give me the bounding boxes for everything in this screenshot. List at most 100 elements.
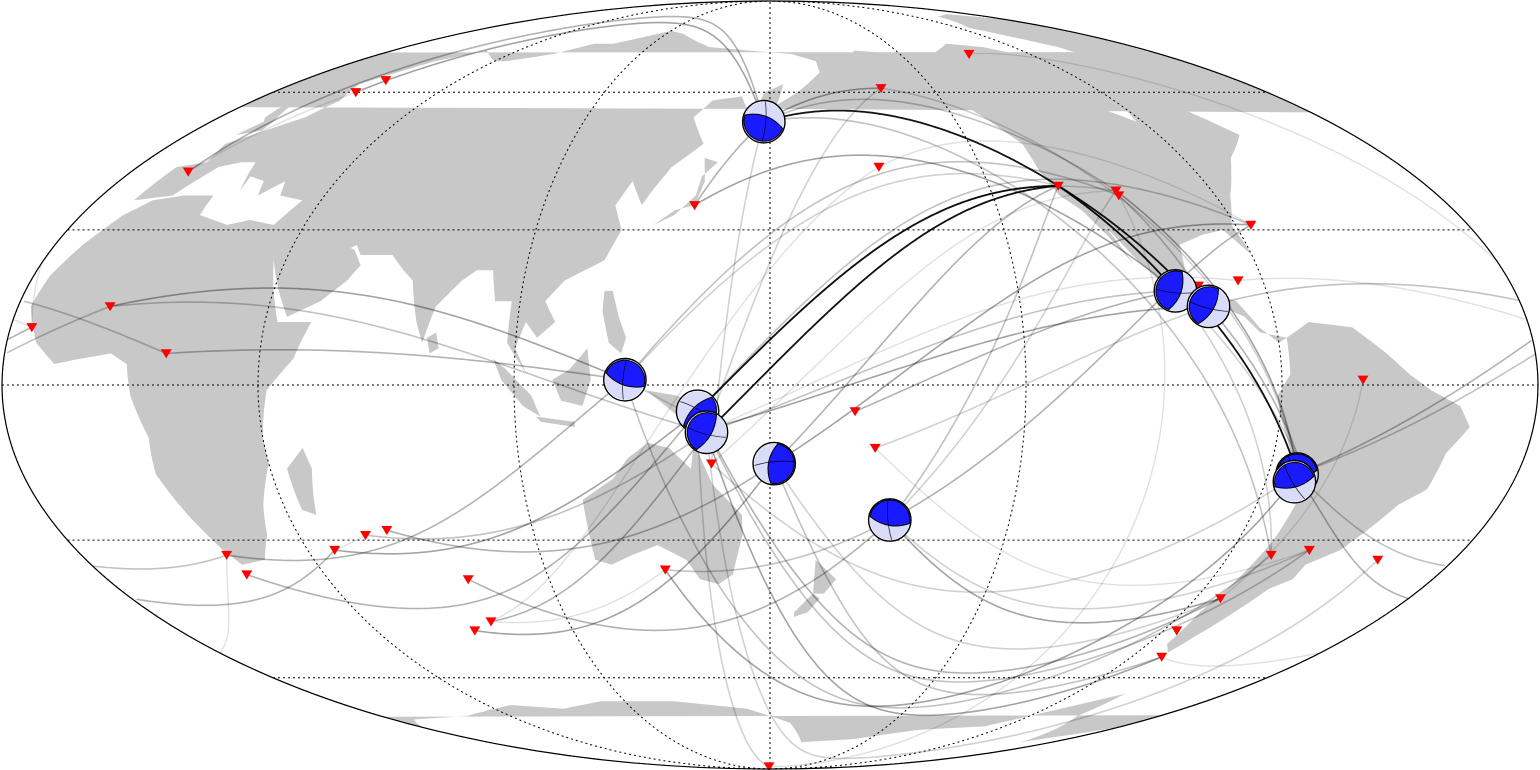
land-borneo <box>552 348 591 406</box>
beachball-compression <box>1188 286 1220 325</box>
land-sri-lanka <box>427 332 439 354</box>
ray-path <box>386 462 775 553</box>
meridian-line <box>769 1 1027 769</box>
beachball-nodal-plane <box>1283 464 1305 500</box>
ray-path <box>166 349 626 381</box>
beachball-nodal-plane <box>686 426 726 438</box>
ray-path-faint <box>1220 379 1364 599</box>
ray-path <box>889 519 1221 624</box>
beachball-ev-solomon <box>752 441 797 486</box>
beachball-nodal-plane <box>1188 301 1228 312</box>
beachball-ev-chile-2 <box>1272 459 1317 504</box>
ray-path-layer <box>6 15 1536 768</box>
ray-path-faint <box>874 447 1310 587</box>
station-marker <box>26 323 38 333</box>
ray-path <box>624 172 1059 381</box>
ray-path <box>1115 190 1298 475</box>
station-marker <box>241 570 253 580</box>
station-marker <box>469 626 481 636</box>
station-marker <box>1171 626 1183 636</box>
land-australia <box>582 442 743 585</box>
ray-path <box>7 326 1532 475</box>
ray-path <box>110 301 707 434</box>
station-marker <box>350 88 362 98</box>
ray-path <box>6 305 1536 475</box>
ray-path-faint <box>878 140 1252 226</box>
beachball-nodal-plane <box>761 101 767 142</box>
ray-path <box>710 463 1298 593</box>
land-java <box>536 416 575 428</box>
ray-path <box>705 432 1379 760</box>
land-iceland <box>303 68 342 81</box>
ray-path <box>773 463 1162 696</box>
ray-path <box>665 519 891 573</box>
land-madagascar <box>287 448 317 515</box>
station-marker <box>1113 191 1125 201</box>
ray-path <box>467 519 891 632</box>
land-south-america <box>1167 322 1470 653</box>
ray-path-faint <box>219 555 1319 667</box>
beachball-nodal-plane <box>886 500 893 541</box>
land-north-america <box>847 43 1287 343</box>
beachball-compression <box>743 113 784 142</box>
station-marker <box>381 526 393 536</box>
station-marker <box>380 76 392 86</box>
station-marker <box>1052 181 1064 191</box>
station-marker <box>1245 220 1257 230</box>
station-marker <box>963 49 975 59</box>
station-marker <box>706 459 717 469</box>
ray-path <box>334 410 699 555</box>
station-marker <box>1110 186 1122 196</box>
land-new-zealand-south <box>793 593 820 617</box>
ray-path-faint <box>187 91 357 173</box>
ray-path-faint <box>31 52 1497 328</box>
ray-path <box>696 411 770 768</box>
beachball-ev-mexico-2 <box>1186 284 1231 329</box>
ray-path-strong <box>763 109 1059 187</box>
beachball-ev-kamchatka <box>741 99 786 144</box>
ray-path <box>490 431 708 623</box>
ray-path <box>694 154 1176 292</box>
ray-path <box>474 463 775 636</box>
beachball-ev-png-2 <box>684 410 729 455</box>
ray-path <box>705 432 1163 717</box>
ray-path <box>706 290 1176 434</box>
ray-path <box>1207 305 1302 464</box>
ray-path <box>109 287 626 381</box>
station-marker <box>1156 652 1168 662</box>
ray-path <box>246 410 699 610</box>
beachball-nodal-plane <box>754 460 795 466</box>
ray-path <box>880 87 1298 475</box>
ray-path-faint <box>714 276 1239 428</box>
ray-path-faint <box>334 534 366 551</box>
land-eurasia <box>2 30 770 375</box>
ray-path-strong <box>705 185 1059 433</box>
station-marker <box>1357 375 1369 385</box>
ray-path <box>889 224 1252 521</box>
station-marker <box>329 545 341 555</box>
ray-path-faint <box>490 166 880 623</box>
ray-path <box>1174 290 1273 555</box>
ray-path <box>714 305 1209 428</box>
ray-path <box>763 98 1117 192</box>
beachball-ev-tonga <box>867 498 912 542</box>
land-arabia-fix <box>273 219 361 317</box>
station-marker <box>849 407 861 417</box>
land-sumatra <box>493 358 541 417</box>
ray-path <box>773 185 1059 465</box>
ray-path-faint <box>490 569 666 624</box>
ray-path-strong <box>696 185 1059 412</box>
land-new-zealand <box>813 559 837 594</box>
ray-path <box>92 473 1445 570</box>
ray-path <box>23 282 1519 355</box>
ray-path <box>889 190 1117 521</box>
ray-path-faint <box>711 190 1116 465</box>
station-marker <box>689 201 701 211</box>
ray-path <box>226 379 626 562</box>
station-marker <box>659 565 671 575</box>
beachball-nodal-plane <box>622 359 627 400</box>
station-marker <box>1303 545 1315 555</box>
station-layer <box>26 49 1384 770</box>
ray-path <box>773 463 1221 650</box>
